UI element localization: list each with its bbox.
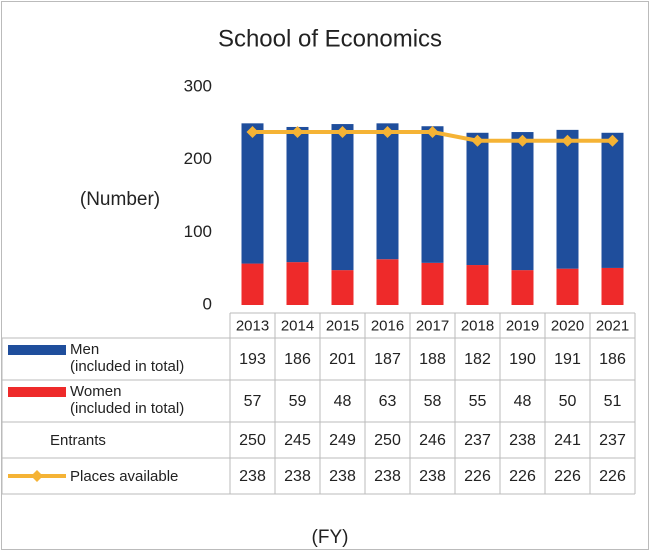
table-cell: 57 — [244, 393, 262, 410]
bar-segment — [286, 126, 309, 263]
bar-segment — [556, 268, 579, 305]
y-tick-label: 200 — [184, 149, 212, 168]
legend-label: Places available — [70, 468, 178, 485]
table-cell: 238 — [239, 468, 266, 485]
x-axis-label: (FY) — [312, 527, 349, 548]
line-marker — [516, 134, 529, 147]
chart-title: School of Economics — [218, 25, 442, 52]
table-cell: 182 — [464, 351, 491, 368]
bar-segment — [376, 259, 399, 305]
table-cell: 237 — [599, 432, 626, 449]
table-cell: 238 — [284, 468, 311, 485]
legend-label: Women (included in total) — [70, 383, 184, 417]
category-label: 2013 — [236, 317, 269, 334]
bar-segment — [601, 132, 624, 268]
bar-segment — [511, 270, 534, 305]
line-marker — [336, 126, 349, 139]
table-cell: 241 — [554, 432, 581, 449]
line-marker — [561, 134, 574, 147]
category-label: 2019 — [506, 317, 539, 334]
table-cell: 187 — [374, 351, 401, 368]
table-cell: 48 — [334, 393, 352, 410]
line-marker — [426, 126, 439, 139]
bar-segment — [331, 270, 354, 305]
bar-segment — [241, 123, 264, 264]
table-cell: 50 — [559, 393, 577, 410]
bar-segment — [421, 126, 444, 263]
category-label: 2015 — [326, 317, 359, 334]
table-cell: 245 — [284, 432, 311, 449]
table-cell: 190 — [509, 351, 536, 368]
table-cell: 237 — [464, 432, 491, 449]
table-cell: 238 — [419, 468, 446, 485]
legend-key — [8, 345, 66, 355]
bar-segment — [466, 132, 489, 266]
table-cell: 250 — [374, 432, 401, 449]
category-label: 2014 — [281, 317, 314, 334]
bar-segment — [466, 265, 489, 305]
line-marker — [471, 134, 484, 147]
bar-segment — [241, 263, 264, 305]
line-marker — [291, 126, 304, 139]
bar-segment — [286, 262, 309, 305]
table-cell: 51 — [604, 393, 622, 410]
legend-key — [31, 470, 43, 482]
legend-label: Men (included in total) — [70, 341, 184, 375]
category-label: 2020 — [551, 317, 584, 334]
category-label: 2016 — [371, 317, 404, 334]
table-cell: 55 — [469, 393, 487, 410]
bar-segment — [376, 123, 399, 260]
bar-segment — [331, 124, 354, 271]
y-tick-label: 300 — [184, 76, 212, 95]
bar-segment — [556, 129, 579, 269]
table-cell: 226 — [509, 468, 536, 485]
legend-key — [8, 387, 66, 397]
legend-label: Entrants — [50, 432, 106, 449]
category-label: 2018 — [461, 317, 494, 334]
table-cell: 226 — [554, 468, 581, 485]
table-cell: 186 — [284, 351, 311, 368]
y-axis-label: (Number) — [80, 189, 160, 210]
table-cell: 250 — [239, 432, 266, 449]
table-cell: 48 — [514, 393, 532, 410]
table-cell: 188 — [419, 351, 446, 368]
table-cell: 226 — [599, 468, 626, 485]
table-cell: 238 — [329, 468, 356, 485]
bar-segment — [601, 267, 624, 305]
table-cell: 59 — [289, 393, 307, 410]
line-marker — [606, 134, 619, 147]
category-label: 2017 — [416, 317, 449, 334]
table-cell: 249 — [329, 432, 356, 449]
bar-segment — [511, 132, 534, 271]
table-cell: 191 — [554, 351, 581, 368]
table-cell: 246 — [419, 432, 446, 449]
line-marker — [381, 126, 394, 139]
table-cell: 238 — [509, 432, 536, 449]
table-cell: 201 — [329, 351, 356, 368]
table-cell: 186 — [599, 351, 626, 368]
table-cell: 238 — [374, 468, 401, 485]
table-cell: 63 — [379, 393, 397, 410]
category-label: 2021 — [596, 317, 629, 334]
table-cell: 193 — [239, 351, 266, 368]
y-tick-label: 100 — [184, 222, 212, 241]
y-tick-label: 0 — [203, 294, 212, 313]
line-marker — [246, 126, 259, 139]
bar-segment — [421, 262, 444, 305]
table-cell: 58 — [424, 393, 442, 410]
table-cell: 226 — [464, 468, 491, 485]
